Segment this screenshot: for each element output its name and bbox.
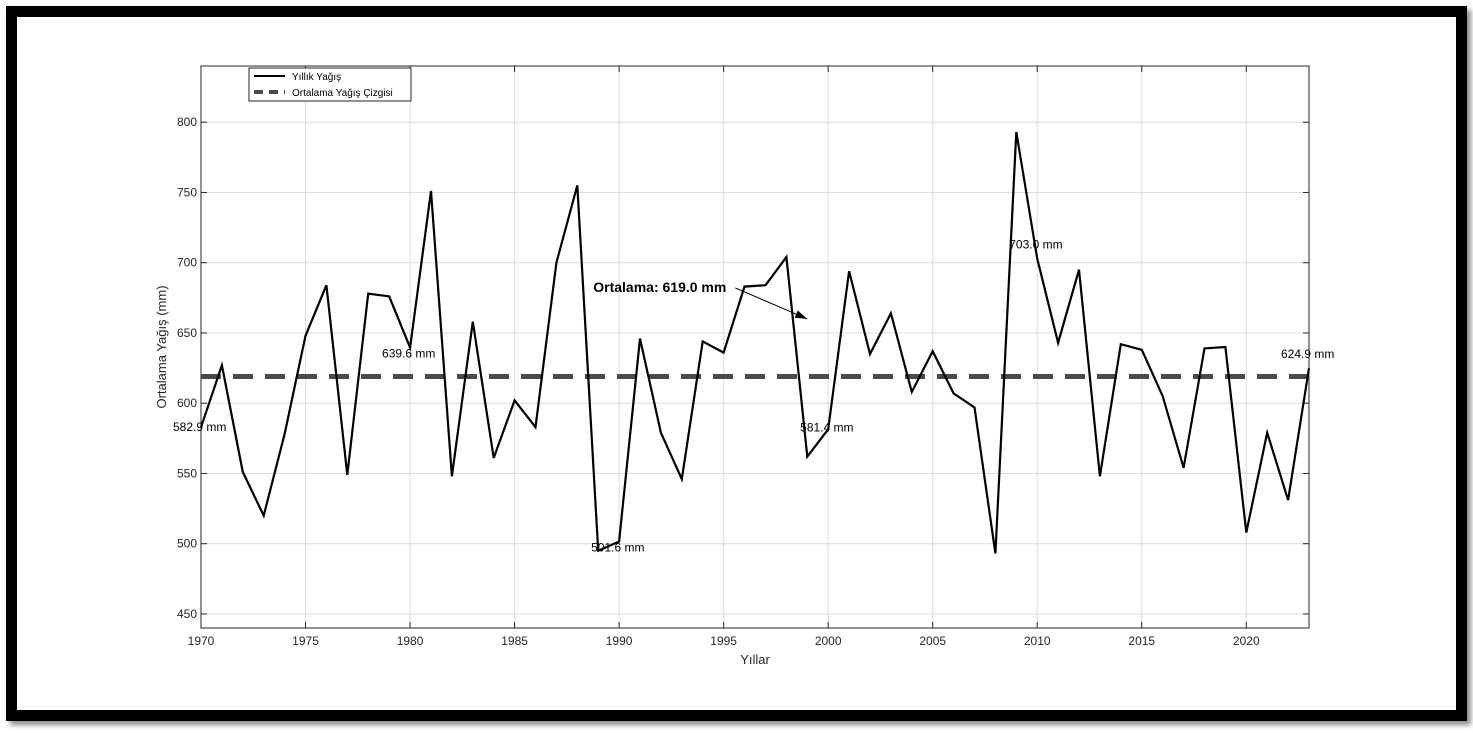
x-tick-label: 2000	[815, 634, 842, 648]
data-label: 624.9 mm	[1281, 347, 1334, 361]
legend: Yıllık Yağış Ortalama Yağış Çizgisi	[248, 67, 412, 102]
legend-box	[248, 67, 412, 102]
plot-background	[201, 66, 1309, 628]
plot-area	[200, 65, 1310, 629]
annotations: 582.9 mm 639.6 mm 501.6 mm 581.4 mm 703.0 mm…	[173, 237, 1334, 554]
x-tick-label: 1970	[188, 634, 215, 648]
legend-label-mean: Ortalama Yağış Çizgisi	[292, 88, 393, 99]
axis-ticks: 1970 1975 1980 1985 1990 1995 2000 2005 2010 2015…	[177, 66, 1309, 648]
annual-rainfall-line	[199, 131, 1311, 554]
y-tick-label: 450	[177, 607, 197, 621]
y-tick-label: 550	[177, 466, 197, 480]
data-label: 582.9 mm	[173, 420, 226, 434]
x-tick-label: 2010	[1024, 634, 1051, 648]
mean-annotation: Ortalama: 619.0 mm	[593, 279, 726, 295]
y-tick-label: 750	[177, 185, 197, 199]
data-label: 639.6 mm	[382, 347, 435, 361]
y-tick-label: 650	[177, 326, 197, 340]
x-tick-label: 2015	[1128, 634, 1155, 648]
data-label: 501.6 mm	[591, 540, 644, 554]
grid-lines	[200, 66, 1309, 628]
x-axis-label: Yıllar	[740, 652, 770, 667]
y-tick-label: 600	[177, 396, 197, 410]
mean-arrow-head	[794, 310, 808, 319]
data-label: 703.0 mm	[1009, 237, 1062, 251]
x-tick-label: 2020	[1233, 634, 1260, 648]
mean-arrow-line	[735, 287, 808, 320]
y-tick-label: 700	[177, 256, 197, 270]
legend-label-annual: Yıllık Yağış	[292, 72, 341, 83]
y-tick-label: 500	[177, 537, 197, 551]
x-tick-label: 1995	[710, 634, 737, 648]
y-axis-label: Ortalama Yağış (mm)	[154, 285, 169, 408]
y-tick-label: 800	[177, 115, 197, 129]
x-tick-label: 1980	[397, 634, 424, 648]
data-marks	[199, 131, 1311, 554]
x-tick-label: 1990	[606, 634, 633, 648]
data-label: 581.4 mm	[800, 420, 853, 434]
x-tick-label: 2005	[919, 634, 946, 648]
x-tick-label: 1975	[292, 634, 319, 648]
x-tick-label: 1985	[501, 634, 528, 648]
